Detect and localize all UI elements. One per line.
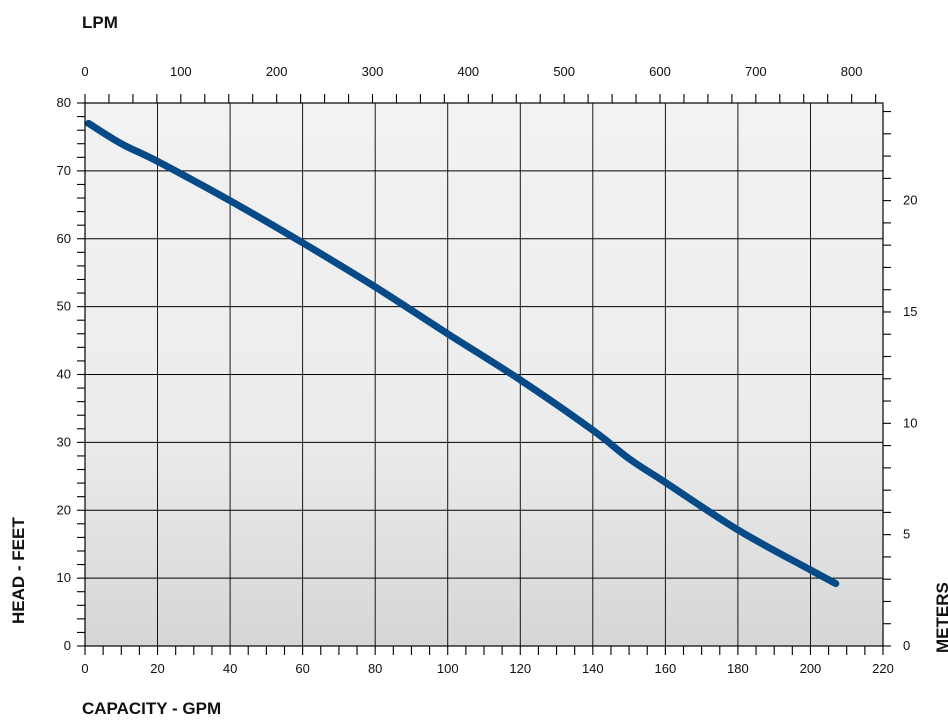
y2-tick-label: 15	[903, 304, 917, 319]
x-tick-label: 40	[223, 661, 237, 676]
series-line	[85, 119, 840, 588]
y2-tick-label: 10	[903, 415, 917, 430]
grid-lines	[85, 103, 883, 646]
y-tick-label: 80	[57, 95, 71, 110]
y-tick-label: 30	[57, 434, 71, 449]
y-tick-label: 50	[57, 299, 71, 314]
x-tick-label: 140	[582, 661, 604, 676]
x2-tick-label: 400	[457, 64, 479, 79]
x2-tick-label: 200	[266, 64, 288, 79]
x2-tick-label: 800	[841, 64, 863, 79]
x-tick-label: 200	[800, 661, 822, 676]
y-tick-label: 70	[57, 163, 71, 178]
y2-tick-label: 0	[903, 638, 910, 653]
plot-frame	[84, 102, 884, 647]
y-tick-label: 0	[64, 638, 71, 653]
x-tick-label: 0	[81, 661, 88, 676]
x2-tick-label: 500	[553, 64, 575, 79]
x-axis-title: CAPACITY - GPM	[82, 699, 221, 718]
x-tick-label: 180	[727, 661, 749, 676]
y-axis-title: HEAD - FEET	[9, 517, 28, 624]
y-tick-label: 20	[57, 502, 71, 517]
x2-tick-label: 0	[81, 64, 88, 79]
x2-axis-title: LPM	[82, 13, 118, 32]
y-tick-label: 40	[57, 367, 71, 382]
y-tick-label: 10	[57, 570, 71, 585]
tick-labels: 0 20 40 60 80 100 120 140 160 180 200 2200102030405…	[57, 64, 918, 676]
x-tick-label: 160	[655, 661, 677, 676]
x2-tick-label: 300	[362, 64, 384, 79]
x-tick-label: 60	[295, 661, 309, 676]
x-tick-label: 100	[437, 661, 459, 676]
series	[85, 119, 840, 588]
axis-ticks	[77, 94, 891, 655]
x2-tick-label: 700	[745, 64, 767, 79]
x-tick-label: 80	[368, 661, 382, 676]
y2-axis-title: METERS	[933, 582, 948, 653]
x2-tick-label: 600	[649, 64, 671, 79]
x-tick-label: 120	[509, 661, 531, 676]
y2-tick-label: 5	[903, 527, 910, 542]
x-tick-label: 220	[872, 661, 894, 676]
x2-tick-label: 100	[170, 64, 192, 79]
x-tick-label: 20	[150, 661, 164, 676]
y-tick-label: 60	[57, 231, 71, 246]
y2-tick-label: 20	[903, 193, 917, 208]
